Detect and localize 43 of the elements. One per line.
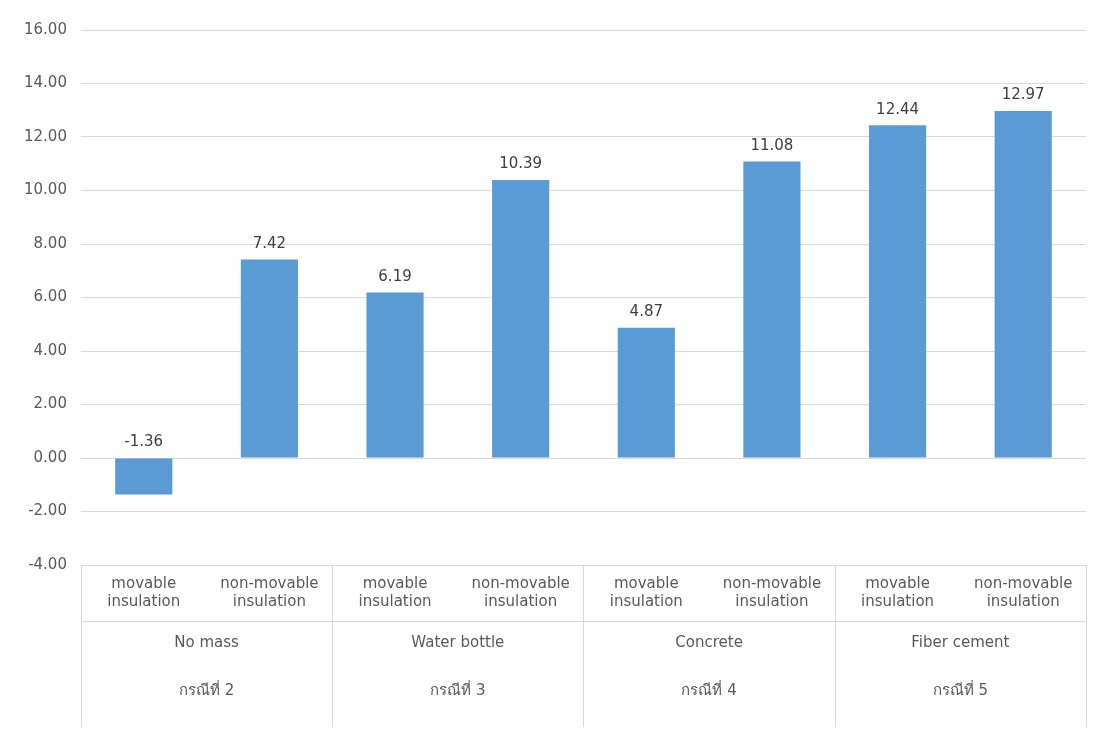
text: No mass [174,632,240,651]
y-tick-label: 0.00 [33,447,67,466]
bar [868,125,927,458]
y-tick-label: 2.00 [33,394,67,413]
text: Water bottle [411,632,505,651]
bar [366,292,424,458]
x-tick-label: movable insulation [107,573,181,610]
y-tick-label: 14.00 [23,73,67,92]
y-tick-label: 8.00 [33,233,67,252]
text: กรณีที่ 4 [681,678,737,699]
data-label: 12.44 [876,99,920,118]
data-label: 7.42 [252,233,287,252]
text: กรณีที่ 5 [932,678,989,699]
bar [492,180,550,458]
text: กรณีที่ 2 [178,678,235,699]
data-label: 11.08 [750,136,794,154]
bar [115,458,173,495]
y-tick-label: 10.00 [23,180,67,199]
x-tick-label: non-movable insulation [471,573,570,610]
bar [617,327,675,458]
data-label: 6.19 [378,266,412,285]
x-tick-label: movable insulation [358,573,432,610]
y-tick-label: 6.00 [33,287,67,306]
x-tick-label: non-movable insulation [722,573,822,610]
y-tick-label: 4.00 [33,340,67,359]
x-tick-label: non-movable insulation [220,573,319,610]
x-tick-label: non-movable insulation [973,573,1073,610]
data-label: 12.97 [1001,85,1045,104]
x-tick-label: movable insulation [609,573,683,610]
bar [240,259,298,458]
bar [743,161,801,458]
data-label: -1.36 [124,432,164,451]
text: Fiber cement [911,632,1010,651]
data-label: 4.87 [629,302,663,321]
text: กรณีที่ 3 [430,678,486,699]
y-tick-label: 12.00 [23,126,67,145]
y-tick-label: 16.00 [23,19,67,38]
bar [994,111,1052,458]
y-tick-label: -4.00 [28,554,67,573]
x-tick-label: movable insulation [861,573,935,610]
text: Concrete [675,632,743,651]
data-label: 10.39 [499,154,543,173]
y-tick-label: -2.00 [28,501,67,520]
